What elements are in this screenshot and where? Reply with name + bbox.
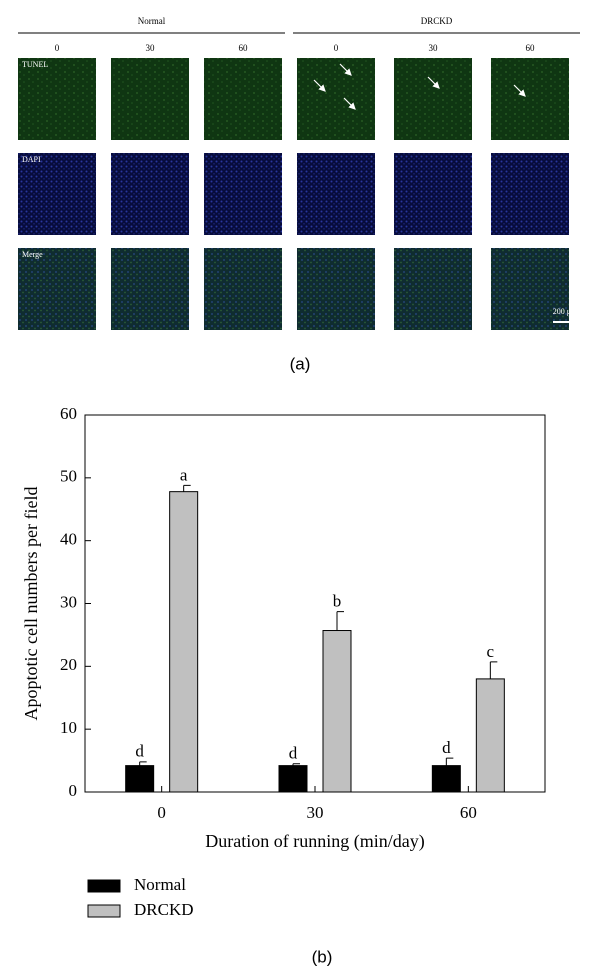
- y-tick-label: 60: [60, 404, 77, 423]
- significance-letter: d: [442, 738, 451, 757]
- column-label: 30: [429, 43, 439, 53]
- bar: [169, 491, 199, 793]
- bar: [475, 678, 505, 793]
- panel-a: Normal DRCKD 0 30 60 0 30 60 TUNEL DAPI Merge 200 μ…: [18, 16, 580, 373]
- row-label: TUNEL: [22, 60, 48, 69]
- micrograph-texture: [111, 153, 189, 235]
- row-label: DAPI: [22, 155, 41, 164]
- column-label: 0: [334, 43, 339, 53]
- micrograph-texture: [297, 248, 375, 330]
- significance-letter: b: [333, 592, 342, 611]
- group-label: DRCKD: [421, 16, 453, 26]
- micrograph-texture: [111, 248, 189, 330]
- micrograph-texture: [111, 58, 189, 140]
- micrograph-texture: [18, 248, 96, 330]
- y-tick-label: 10: [60, 718, 77, 737]
- bar: [431, 765, 461, 793]
- micrograph-texture: [18, 153, 96, 235]
- y-tick-label: 0: [69, 781, 78, 800]
- column-label: 0: [55, 43, 60, 53]
- micrograph-texture: [491, 153, 569, 235]
- significance-letter: d: [289, 744, 298, 763]
- group-label: Normal: [138, 16, 166, 26]
- y-tick-label: 20: [60, 655, 77, 674]
- significance-letter: a: [180, 465, 188, 484]
- micrograph-texture: [204, 248, 282, 330]
- x-tick-label: 30: [307, 803, 324, 822]
- significance-letter: d: [135, 742, 144, 761]
- micrograph-texture: [394, 58, 472, 140]
- error-bar: [336, 611, 344, 631]
- x-tick-label: 60: [460, 803, 477, 822]
- error-bar: [489, 661, 498, 679]
- micrograph-texture: [204, 58, 282, 140]
- micrograph-texture: [204, 153, 282, 235]
- significance-letter: c: [487, 642, 495, 661]
- legend-label: Normal: [134, 875, 186, 894]
- error-bar: [139, 761, 147, 766]
- legend-swatch: [87, 879, 121, 893]
- y-axis-label: Apoptotic cell numbers per field: [21, 487, 41, 721]
- caption: (b): [312, 947, 333, 966]
- x-tick-label: 0: [157, 803, 166, 822]
- error-bar: [445, 757, 454, 766]
- error-bar: [183, 484, 191, 492]
- micrograph-texture: [491, 248, 569, 330]
- micrograph-texture: [297, 58, 375, 140]
- micrograph-texture: [491, 58, 569, 140]
- bar: [278, 765, 308, 793]
- row-label: Merge: [22, 250, 43, 259]
- bar: [125, 765, 155, 793]
- micrograph-texture: [394, 153, 472, 235]
- legend-label: DRCKD: [134, 900, 194, 919]
- column-label: 60: [526, 43, 536, 53]
- scale-label: 200 μm: [553, 307, 578, 316]
- y-tick-label: 30: [60, 592, 77, 611]
- caption: (a): [290, 354, 311, 373]
- column-label: 60: [239, 43, 249, 53]
- error-bar: [292, 763, 300, 766]
- y-tick-label: 40: [60, 530, 77, 549]
- panel-b: 0 10 20 30 40 50 60 0 d a 30 d b 60 d c Duration of runn…: [21, 404, 546, 966]
- bar: [322, 630, 352, 793]
- column-label: 30: [146, 43, 156, 53]
- legend-swatch: [87, 904, 121, 918]
- micrograph-texture: [18, 58, 96, 140]
- arrows: [313, 63, 526, 110]
- micrograph-texture: [297, 153, 375, 235]
- micrograph-texture: [394, 248, 472, 330]
- x-axis-label: Duration of running (min/day): [205, 831, 424, 852]
- y-tick-label: 50: [60, 467, 77, 486]
